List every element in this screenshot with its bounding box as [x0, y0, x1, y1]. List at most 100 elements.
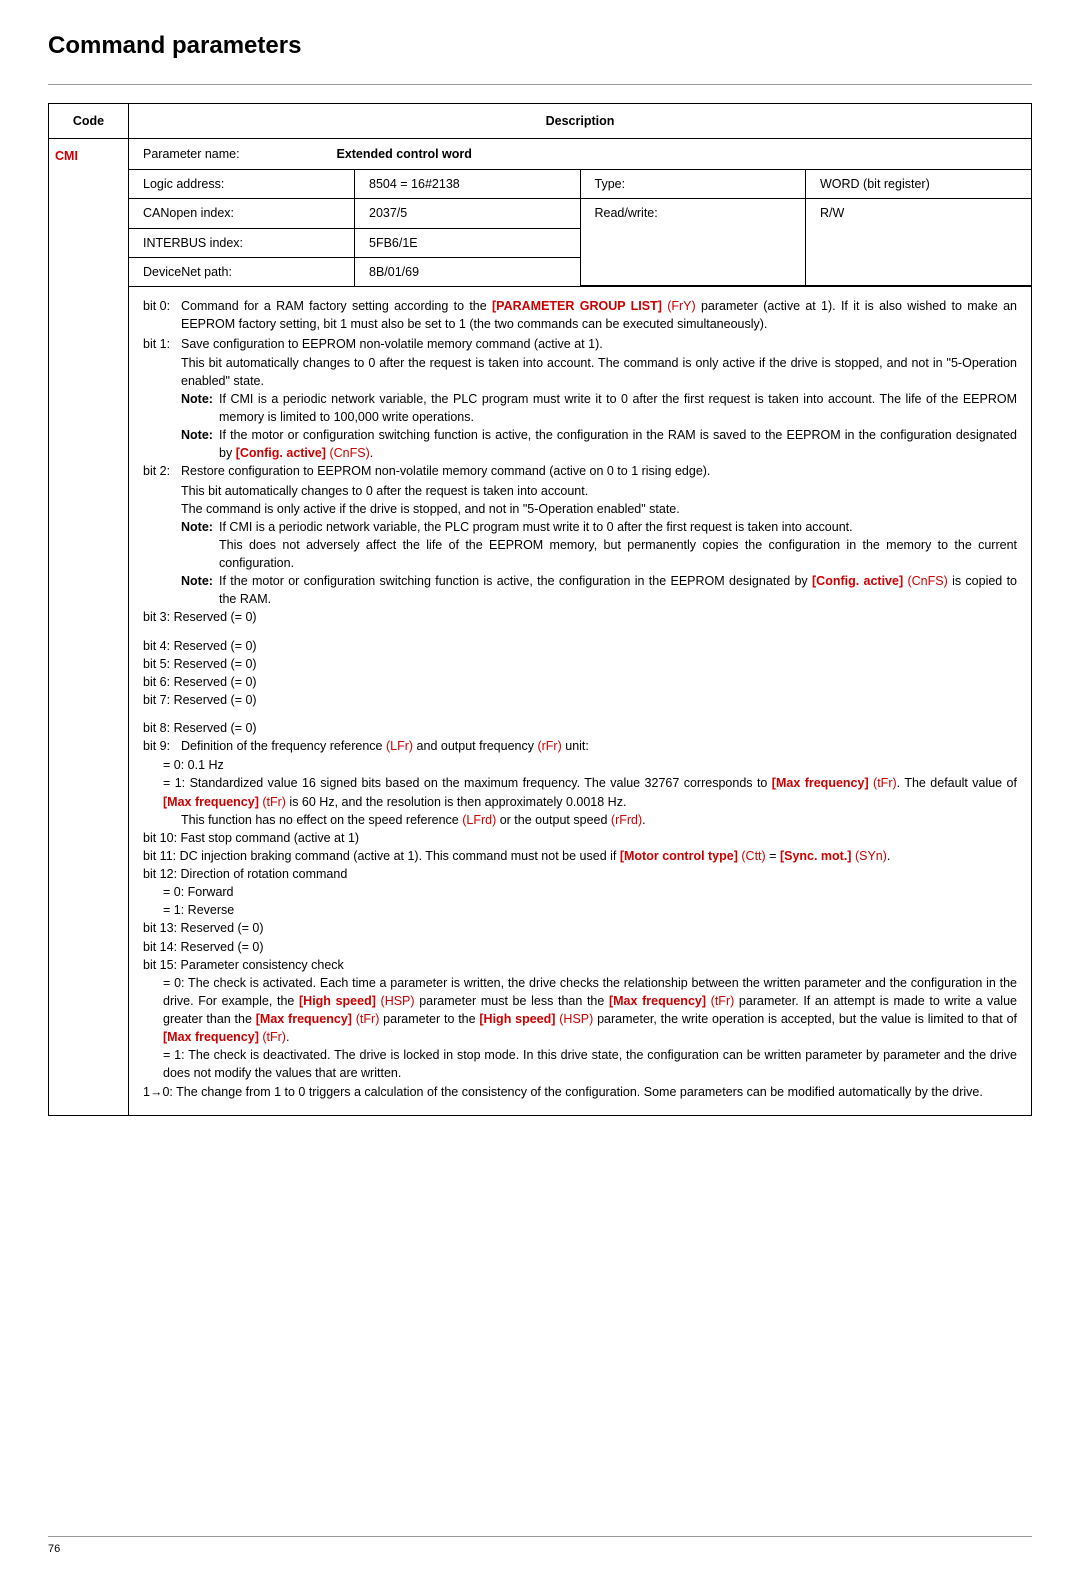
- bit9-l1: Definition of the frequency reference (L…: [181, 737, 1017, 755]
- t: [Max frequency]: [772, 776, 869, 790]
- t: parameter must be less than the: [415, 994, 609, 1008]
- logic-address-label: Logic address:: [129, 170, 355, 199]
- t: (tFr): [356, 1012, 380, 1026]
- devicenet-value: 8B/01/69: [355, 257, 581, 286]
- bit9-label: bit 9:: [143, 737, 181, 755]
- t: .: [370, 446, 373, 460]
- col-description: Description: [129, 104, 1032, 139]
- t: (LFr): [386, 739, 413, 753]
- t: (Ctt): [741, 849, 765, 863]
- page-number: 76: [48, 1536, 1032, 1555]
- t: (CnFS): [329, 446, 369, 460]
- bit0-code: (FrY): [667, 299, 695, 313]
- bit2-note2: If the motor or configuration switching …: [219, 572, 1017, 608]
- bit15: bit 15: Parameter consistency check: [143, 956, 1017, 974]
- param-name-row: CMI Parameter name: Extended control wor…: [49, 139, 1032, 170]
- interbus-value: 5FB6/1E: [355, 228, 581, 257]
- param-name-value: Extended control word: [336, 147, 471, 161]
- bit3: bit 3: Reserved (= 0): [143, 608, 1017, 626]
- bit10: bit 10: Fast stop command (active at 1): [143, 829, 1017, 847]
- bit1-note2-label: Note:: [181, 426, 219, 462]
- bit1-note1-label: Note:: [181, 390, 219, 426]
- description-body: bit 0: Command for a RAM factory setting…: [129, 287, 1032, 1115]
- t: .: [286, 1030, 289, 1044]
- bit1-note2: If the motor or configuration switching …: [219, 426, 1017, 462]
- bit2-note1b: This does not adversely affect the life …: [143, 536, 1017, 572]
- t: (rFr): [537, 739, 561, 753]
- table-header-row: Code Description: [49, 104, 1032, 139]
- t: (rFrd): [611, 813, 642, 827]
- bit0-param: [PARAMETER GROUP LIST]: [492, 299, 662, 313]
- page-container: Command parameters Code Description CMI …: [0, 0, 1080, 1575]
- param-name-cell: Parameter name: Extended control word: [129, 139, 1032, 170]
- bit1-l1: Save configuration to EEPROM non-volatil…: [181, 335, 1017, 353]
- t: (tFr): [873, 776, 897, 790]
- t: [High speed]: [299, 994, 376, 1008]
- bit0-label: bit 0:: [143, 297, 181, 333]
- bit2-l2: This bit automatically changes to 0 afte…: [143, 482, 1017, 500]
- t: [Config. active]: [236, 446, 326, 460]
- t: (LFrd): [462, 813, 496, 827]
- t: is 60 Hz, and the resolution is then app…: [286, 795, 626, 809]
- type-value: WORD (bit register): [806, 170, 1032, 199]
- readwrite-label: Read/write:: [580, 199, 806, 286]
- logic-address-value: 8504 = 16#2138: [355, 170, 581, 199]
- t: or the output speed: [496, 813, 611, 827]
- t: (tFr): [262, 1030, 286, 1044]
- t: [Sync. mot.]: [780, 849, 852, 863]
- t: parameter to the: [379, 1012, 479, 1026]
- t: Definition of the frequency reference: [181, 739, 386, 753]
- bit11: bit 11: DC injection braking command (ac…: [143, 847, 1017, 865]
- bit4: bit 4: Reserved (= 0): [143, 637, 1017, 655]
- t: (HSP): [559, 1012, 593, 1026]
- bit1-label: bit 1:: [143, 335, 181, 353]
- bit2-note1: If CMI is a periodic network variable, t…: [219, 518, 1017, 536]
- canopen-label: CANopen index:: [129, 199, 355, 228]
- page-title: Command parameters: [48, 32, 1032, 60]
- t: (SYn): [855, 849, 887, 863]
- t: [Max frequency]: [163, 795, 259, 809]
- interbus-label: INTERBUS index:: [129, 228, 355, 257]
- t: (tFr): [711, 994, 735, 1008]
- bit2-l3: The command is only active if the drive …: [143, 500, 1017, 518]
- t: [Max frequency]: [256, 1012, 352, 1026]
- bit13: bit 13: Reserved (= 0): [143, 919, 1017, 937]
- t: [Config. active]: [812, 574, 903, 588]
- devicenet-label: DeviceNet path:: [129, 257, 355, 286]
- description-body-row: bit 0: Command for a RAM factory setting…: [49, 287, 1032, 1115]
- bit9-eq1-2: This function has no effect on the speed…: [143, 811, 1017, 829]
- readwrite-value: R/W: [806, 199, 1032, 286]
- t: =: [766, 849, 780, 863]
- bit2-note1-label: Note:: [181, 518, 219, 536]
- code-value: CMI: [49, 139, 129, 1116]
- t: .: [887, 849, 890, 863]
- t: [Motor control type]: [620, 849, 738, 863]
- t: .: [642, 813, 645, 827]
- t: This function has no effect on the speed…: [181, 813, 462, 827]
- bit0-content: Command for a RAM factory setting accord…: [181, 297, 1017, 333]
- bit1-note1: If CMI is a periodic network variable, t…: [219, 390, 1017, 426]
- col-code: Code: [49, 104, 129, 139]
- bit2-l1: Restore configuration to EEPROM non-vola…: [181, 462, 1017, 480]
- t: If the motor or configuration switching …: [219, 574, 812, 588]
- inner-grid-row: Logic address: 8504 = 16#2138 Type: WORD…: [49, 170, 1032, 287]
- bit2-label: bit 2:: [143, 462, 181, 480]
- t: (HSP): [381, 994, 415, 1008]
- bit15-x: 1→0: The change from 1 to 0 triggers a c…: [143, 1083, 1017, 1101]
- bit9-eq0: = 0: 0.1 Hz: [143, 756, 1017, 774]
- bit12-0: = 0: Forward: [143, 883, 1017, 901]
- bit5: bit 5: Reserved (= 0): [143, 655, 1017, 673]
- t: and output frequency: [413, 739, 537, 753]
- bit14: bit 14: Reserved (= 0): [143, 938, 1017, 956]
- t: (tFr): [262, 795, 286, 809]
- type-label: Type:: [580, 170, 806, 199]
- bit1-l2: This bit automatically changes to 0 afte…: [143, 354, 1017, 390]
- t: [Max frequency]: [609, 994, 706, 1008]
- parameter-table: Code Description CMI Parameter name: Ext…: [48, 103, 1032, 1116]
- bit6: bit 6: Reserved (= 0): [143, 673, 1017, 691]
- bit12: bit 12: Direction of rotation command: [143, 865, 1017, 883]
- bit15-1: = 1: The check is deactivated. The drive…: [143, 1046, 1017, 1082]
- t: unit:: [562, 739, 589, 753]
- param-name-label: Parameter name:: [143, 145, 333, 163]
- bit2-note2-label: Note:: [181, 572, 219, 608]
